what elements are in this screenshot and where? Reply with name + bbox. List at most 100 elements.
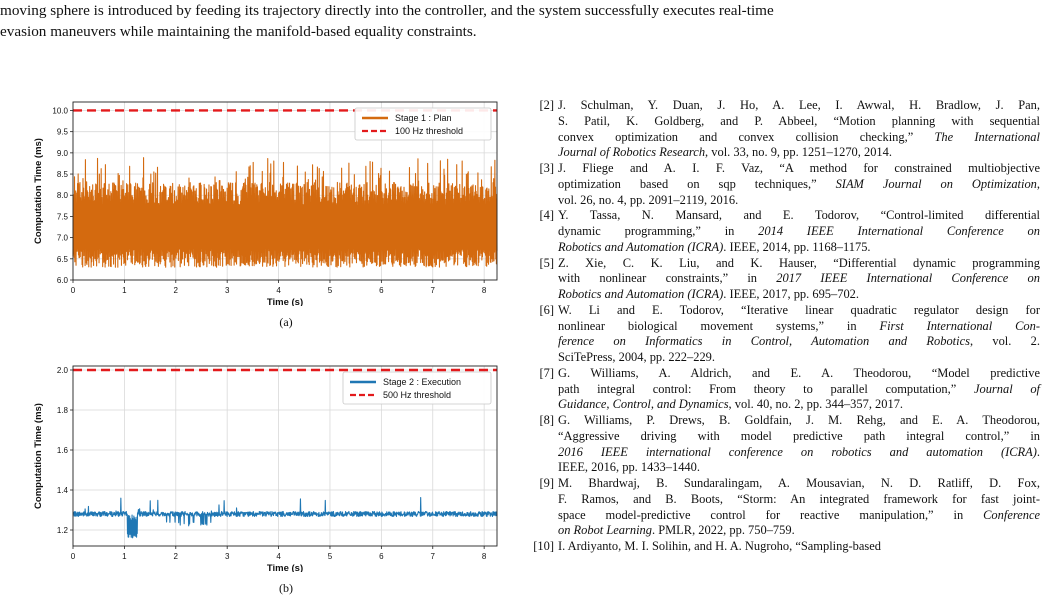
x-tick-label: 7 xyxy=(431,552,436,561)
reference-line: IEEE, 2016, pp. 1433–1440. xyxy=(558,460,700,475)
y-tick-label: 10.0 xyxy=(52,106,68,115)
reference-number: [4] xyxy=(539,208,554,223)
legend-label: Stage 1 : Plan xyxy=(395,113,452,123)
reference-item: [8] G. Williams, P. Drews, B. Goldfain, J… xyxy=(524,413,1040,476)
figure-b: 0 1 2 3 4 5 6 7 8 1.2 1.4 1.6 1.8 2.0 Time (s) Computat… xyxy=(0,360,520,610)
figure-caption: (b) xyxy=(279,581,293,595)
reference-line: Journal of Robotics Research, vol. 33, n… xyxy=(558,145,892,160)
legend-label: 100 Hz threshold xyxy=(395,126,463,136)
x-tick-label: 8 xyxy=(482,552,487,561)
legend-box xyxy=(342,371,492,405)
chart-a: 0 1 2 3 4 5 6 7 8 6.0 6.5 7.0 7.5 8.0 8.5 9.0 9.5 10.0 Tim… xyxy=(33,101,498,306)
y-axis-label: Computation Time (ms) xyxy=(33,138,44,244)
x-tick-label: 2 xyxy=(174,286,179,295)
reference-text: Z. Xie, C. K. Liu, and K. Hauser, “Diffe… xyxy=(558,256,1040,303)
legend-label: 500 Hz threshold xyxy=(383,390,451,400)
y-tick-label: 7.5 xyxy=(57,212,69,221)
reference-number: [9] xyxy=(539,476,554,490)
reference-line: convex optimization and convex collision… xyxy=(558,129,1040,144)
reference-line: with nonlinear constraints,” in 2017 IEE… xyxy=(558,271,1040,286)
x-tick-label: 6 xyxy=(379,286,384,295)
reference-item: [4] Y. Tassa, N. Mansard, and E. Todorov,… xyxy=(524,208,1040,255)
reference-item: [9] M. Bhardwaj, B. Sundaralingam, A. Mou… xyxy=(524,476,1040,539)
series-line-main xyxy=(72,497,498,539)
x-tick-label: 4 xyxy=(276,552,281,561)
plot-frame xyxy=(72,365,498,547)
reference-line: F. Ramos, and B. Boots, “Storm: An integ… xyxy=(558,491,1040,506)
reference-item: [3] J. Fliege and A. I. F. Vaz, “A method… xyxy=(524,161,1040,208)
x-tick-label: 7 xyxy=(431,286,436,295)
reference-number: [6] xyxy=(539,302,554,317)
reference-text: I. Ardiyanto, M. I. Solihin, and H. A. N… xyxy=(558,539,1040,555)
figure-a: 0 1 2 3 4 5 6 7 8 6.0 6.5 7.0 7.5 8.0 8.5 9.0 9.5 10.0 Tim… xyxy=(0,96,520,336)
reference-line: space model-predictive control for react… xyxy=(558,507,1040,522)
reference-item: [2] J. Schulman, Y. Duan, J. Ho, A. Lee, … xyxy=(524,98,1040,161)
legend-label: Stage 2 : Execution xyxy=(383,377,461,387)
intro-line: evasion maneuvers while maintaining the … xyxy=(0,23,477,40)
y-tick-label: 6.5 xyxy=(57,255,69,264)
reference-line: Z. Xie, C. K. Liu, and K. Hauser, “Diffe… xyxy=(558,255,1040,270)
reference-line: nonlinear biological movement systems,” … xyxy=(558,318,1040,333)
reference-line: I. Ardiyanto, M. I. Solihin, and H. A. N… xyxy=(558,539,881,553)
x-axis-label: Time (s) xyxy=(267,563,303,572)
reference-text: G. Williams, P. Drews, B. Goldfain, J. M… xyxy=(558,413,1040,476)
reference-line: dynamic programming,” in 2014 IEEE Inter… xyxy=(558,224,1040,238)
reference-line: J. Schulman, Y. Duan, J. Ho, A. Lee, I. … xyxy=(558,98,1040,112)
chart-b: 0 1 2 3 4 5 6 7 8 1.2 1.4 1.6 1.8 2.0 Time (s) Computat… xyxy=(33,365,498,572)
reference-text: G. Williams, A. Aldrich, and E. A. Theod… xyxy=(558,366,1040,413)
reference-line: 2016 IEEE international conference on ro… xyxy=(558,444,1040,459)
reference-text: M. Bhardwaj, B. Sundaralingam, A. Mousav… xyxy=(558,476,1040,539)
reference-line: “Aggressive driving with model predictiv… xyxy=(558,428,1040,443)
reference-number: [7] xyxy=(539,365,554,380)
reference-line: on Robot Learning. PMLR, 2022, pp. 750–7… xyxy=(558,523,795,538)
intro-line: moving sphere is introduced by feeding i… xyxy=(0,2,774,19)
x-tick-label: 0 xyxy=(71,552,76,561)
reference-line: SciTePress, 2004, pp. 222–229. xyxy=(558,350,716,364)
x-tick-label: 1 xyxy=(122,286,127,295)
y-tick-label: 9.0 xyxy=(57,149,69,158)
x-tick-label: 1 xyxy=(122,552,127,561)
reference-line: path integral control: From theory to pa… xyxy=(558,381,1040,396)
reference-number: [8] xyxy=(539,413,554,427)
x-tick-label: 3 xyxy=(225,552,230,561)
y-tick-label: 2.0 xyxy=(57,366,69,375)
y-tick-label: 6.0 xyxy=(57,276,69,285)
reference-item: [5] Z. Xie, C. K. Liu, and K. Hauser, “Di… xyxy=(524,256,1040,303)
intro-paragraph: moving sphere is introduced by feeding i… xyxy=(0,0,1044,42)
reference-line: G. Williams, P. Drews, B. Goldfain, J. M… xyxy=(558,413,1040,427)
x-tick-label: 5 xyxy=(328,286,333,295)
y-tick-label: 1.8 xyxy=(57,406,69,415)
x-tick-label: 2 xyxy=(174,552,179,561)
reference-text: Y. Tassa, N. Mansard, and E. Todorov, “C… xyxy=(558,208,1040,255)
reference-line: S. Patil, K. Goldberg, and P. Abbeel, “M… xyxy=(558,113,1040,128)
y-tick-label: 9.5 xyxy=(57,128,69,137)
x-tick-label: 6 xyxy=(379,552,384,561)
reference-item: [7] G. Williams, A. Aldrich, and E. A. Th… xyxy=(524,366,1040,413)
references-list: [2] J. Schulman, Y. Duan, J. Ho, A. Lee, … xyxy=(524,98,1040,555)
y-tick-label: 1.6 xyxy=(57,446,69,455)
reference-line: Robotics and Automation (ICRA). IEEE, 20… xyxy=(558,287,860,301)
plot-frame xyxy=(72,101,498,281)
y-tick-label: 8.0 xyxy=(57,191,69,200)
reference-line: W. Li and E. Todorov, “Iterative linear … xyxy=(558,302,1040,317)
y-axis-label: Computation Time (ms) xyxy=(33,403,44,509)
figure-caption: (a) xyxy=(279,315,293,329)
reference-number: [2] xyxy=(539,98,554,112)
x-tick-label: 0 xyxy=(71,286,76,295)
y-tick-label: 1.4 xyxy=(57,486,69,495)
y-tick-label: 7.0 xyxy=(57,234,69,243)
y-tick-label: 1.2 xyxy=(57,526,69,535)
y-tick-label: 8.5 xyxy=(57,170,69,179)
reference-line: vol. 26, no. 4, pp. 2091–2119, 2016. xyxy=(558,192,739,207)
x-axis-label: Time (s) xyxy=(267,297,303,306)
reference-line: ference on Informatics in Control, Autom… xyxy=(558,334,1040,349)
reference-line: M. Bhardwaj, B. Sundaralingam, A. Mousav… xyxy=(558,476,1040,490)
x-tick-label: 5 xyxy=(328,552,333,561)
reference-line: Robotics and Automation (ICRA). IEEE, 20… xyxy=(558,239,871,254)
reference-item: [10] I. Ardiyanto, M. I. Solihin, and H. … xyxy=(524,539,1040,555)
reference-line: Y. Tassa, N. Mansard, and E. Todorov, “C… xyxy=(558,208,1040,223)
reference-number: [3] xyxy=(539,161,554,175)
reference-text: W. Li and E. Todorov, “Iterative linear … xyxy=(558,303,1040,366)
reference-number: [10] xyxy=(533,539,554,553)
reference-line: Guidance, Control, and Dynamics, vol. 40… xyxy=(558,397,904,412)
